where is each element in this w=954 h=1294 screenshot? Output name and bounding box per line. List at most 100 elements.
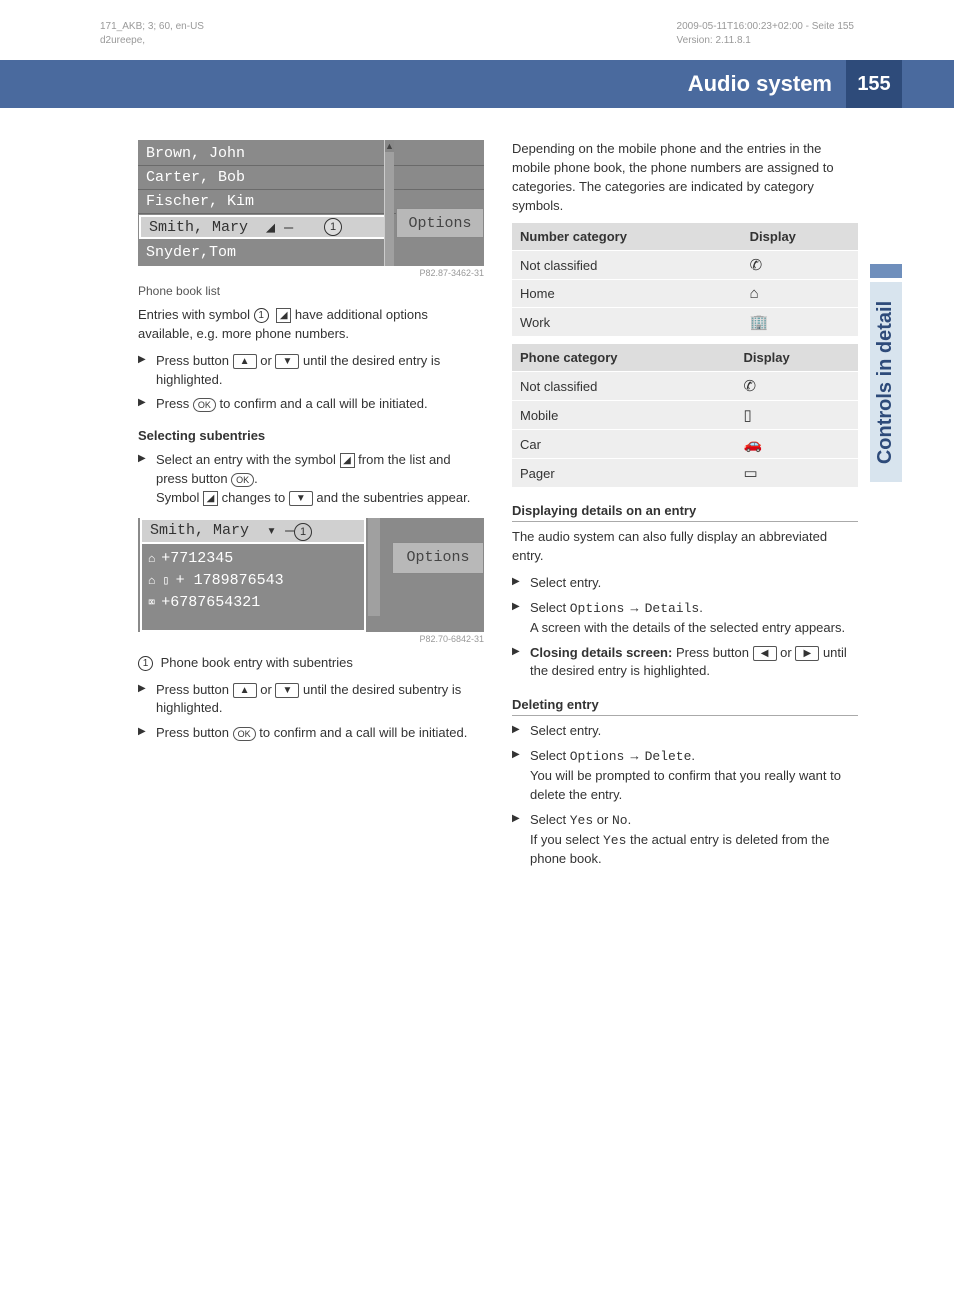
- header-row: Audio system 155: [688, 60, 954, 108]
- signal-icon: ◢ —: [266, 218, 293, 237]
- left-column: Brown, John Carter, Bob Fischer, Kim Smi…: [138, 140, 484, 879]
- step-item: Select Options → Delete. You will be pro…: [512, 747, 858, 805]
- step-item: Press button ▲ or ▼ until the desired su…: [138, 681, 484, 719]
- subhead-selecting: Selecting subentries: [138, 428, 484, 443]
- options-button[interactable]: Options: [396, 208, 484, 238]
- text-frag: Select: [530, 748, 570, 763]
- subhead-details: Displaying details on an entry: [512, 503, 858, 522]
- menu-yes: Yes: [570, 813, 593, 828]
- menu-options: Options: [570, 749, 625, 764]
- subentry-row: ⌂+7712345: [148, 548, 358, 570]
- step-item: Press button OK to confirm and a call wi…: [138, 724, 484, 743]
- table-header: Phone category: [512, 344, 735, 372]
- signal-icon: ◢: [340, 453, 355, 468]
- down-key-icon: ▼: [289, 491, 313, 506]
- text-frag: Entries with symbol: [138, 307, 254, 322]
- page-title: Audio system: [688, 71, 846, 97]
- down-key-icon: ▼: [275, 354, 299, 369]
- menu-details: Details: [645, 601, 700, 616]
- text-frag: or: [593, 812, 612, 827]
- table-header: Display: [735, 344, 858, 372]
- side-tab-text: Controls in detail: [875, 300, 898, 463]
- list-item: Brown, John: [138, 142, 484, 166]
- home-icon: ⌂: [148, 552, 155, 566]
- intro-categories: Depending on the mobile phone and the en…: [512, 140, 858, 215]
- meta-l1: 171_AKB; 3; 60, en-US: [100, 20, 204, 34]
- text-frag: Select: [530, 812, 570, 827]
- phone-icon: ✆: [742, 251, 858, 280]
- meta-l2: d2ureepe,: [100, 34, 204, 48]
- scrollbar[interactable]: [368, 518, 380, 616]
- text-frag: Select: [530, 600, 570, 615]
- intro-text: Entries with symbol 1 ◢ have additional …: [138, 306, 484, 344]
- meta-left: 171_AKB; 3; 60, en-US d2ureepe,: [100, 20, 204, 48]
- table-row: Mobile▯: [512, 401, 858, 430]
- page-number: 155: [846, 60, 902, 108]
- mobile-icon: ▯: [735, 401, 858, 430]
- ok-key-icon: OK: [193, 398, 216, 412]
- figure-1: Brown, John Carter, Bob Fischer, Kim Smi…: [138, 140, 484, 266]
- table-row: Not classified✆: [512, 372, 858, 401]
- list-item-label: Smith, Mary: [149, 219, 248, 236]
- text-frag: and the subentries appear.: [313, 490, 471, 505]
- figure-ref: P82.70-6842-31: [138, 634, 484, 644]
- table-cell: Home: [512, 280, 742, 308]
- text-frag: →: [624, 600, 644, 615]
- scroll-up-icon[interactable]: ▲: [385, 140, 394, 152]
- ok-key-icon: OK: [231, 473, 254, 487]
- text-frag: →: [624, 748, 644, 763]
- subentry-head: Smith, Mary ▾ —: [140, 518, 366, 544]
- text-frag: or: [257, 682, 276, 697]
- list-item-selected: Smith, Mary ◢ —: [139, 215, 394, 239]
- text-frag: Press button: [156, 353, 233, 368]
- top-meta: 171_AKB; 3; 60, en-US d2ureepe, 2009-05-…: [0, 0, 954, 58]
- table-header: Display: [742, 223, 858, 251]
- table-row: Not classified✆: [512, 251, 858, 280]
- up-key-icon: ▲: [233, 683, 257, 698]
- text-frag: Press button: [156, 682, 233, 697]
- text-frag: or: [257, 353, 276, 368]
- step-item: Press button ▲ or ▼ until the desired en…: [138, 352, 484, 390]
- figure-1-caption: Phone book list: [138, 284, 484, 298]
- side-tab: Controls in detail: [870, 282, 902, 482]
- text-frag: Press button: [672, 645, 752, 660]
- text-frag: .: [254, 471, 258, 486]
- menu-yes: Yes: [603, 833, 626, 848]
- subentry-row: ⌧+6787654321: [148, 592, 358, 614]
- chevron-down-icon: ▾ —: [267, 521, 294, 540]
- ok-key-icon: OK: [233, 727, 256, 741]
- table-row: Pager▭: [512, 459, 858, 488]
- table-row: Work🏢: [512, 308, 858, 337]
- step-item: Select Options → Details. A screen with …: [512, 599, 858, 638]
- phone-number: + 1789876543: [176, 572, 284, 589]
- table-row: Car🚗: [512, 430, 858, 459]
- list-item: Snyder,Tom: [138, 240, 484, 264]
- right-column: Depending on the mobile phone and the en…: [512, 140, 858, 879]
- step-item: Select an entry with the symbol ◢ from t…: [138, 451, 484, 508]
- meta-r1: 2009-05-11T16:00:23+02:00 - Seite 155: [677, 20, 854, 34]
- step-item: Select entry.: [512, 574, 858, 593]
- text-frag: .: [628, 812, 632, 827]
- down-key-icon: ▼: [275, 683, 299, 698]
- step-item: Select Yes or No. If you select Yes the …: [512, 811, 858, 870]
- callout-1: 1: [324, 218, 342, 236]
- text-frag: to confirm and a call will be initiated.: [216, 396, 428, 411]
- subhead-delete: Deleting entry: [512, 697, 858, 716]
- pager-icon: ▭: [735, 459, 858, 488]
- meta-right: 2009-05-11T16:00:23+02:00 - Seite 155 Ve…: [677, 20, 854, 48]
- table-cell: Car: [512, 430, 735, 459]
- signal-icon: ◢: [276, 308, 291, 323]
- text-frag: If you select: [530, 832, 603, 847]
- text-frag: Press button: [156, 725, 233, 740]
- text-frag: .: [699, 600, 703, 615]
- subentry-row: ⌂ ▯+ 1789876543: [148, 570, 358, 592]
- text-frag: Symbol: [156, 490, 203, 505]
- work-icon: ⌧: [148, 595, 155, 610]
- figure-ref: P82.87-3462-31: [138, 268, 484, 278]
- options-button[interactable]: Options: [392, 542, 484, 574]
- scrollbar[interactable]: ▲: [384, 140, 394, 266]
- home-icon: ⌂: [742, 280, 858, 308]
- details-text: The audio system can also fully display …: [512, 528, 858, 566]
- text-bold: Closing details screen:: [530, 645, 672, 660]
- step-item: Closing details screen: Press button ◀ o…: [512, 644, 858, 682]
